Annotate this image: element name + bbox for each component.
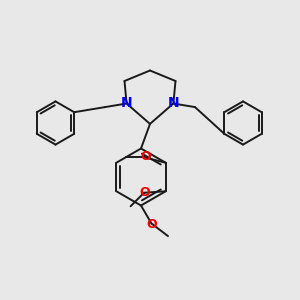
Text: O: O xyxy=(140,186,150,199)
Text: N: N xyxy=(168,96,179,110)
Text: N: N xyxy=(121,96,132,110)
Text: O: O xyxy=(140,150,151,163)
Text: O: O xyxy=(147,218,158,231)
